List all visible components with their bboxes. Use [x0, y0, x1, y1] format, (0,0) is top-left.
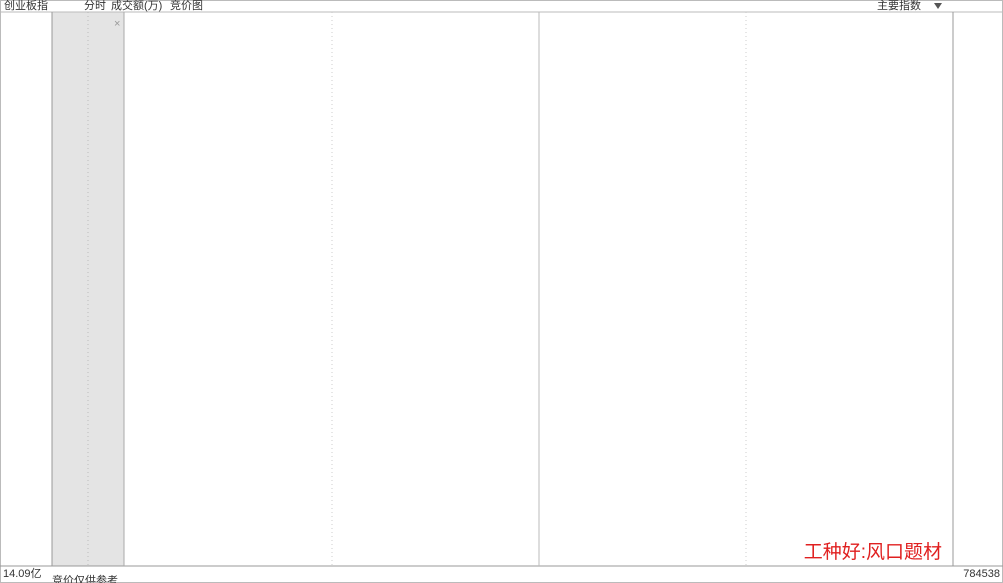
footer-note: 竞价仅供参考	[52, 573, 118, 583]
header-auction: 竞价图	[170, 0, 203, 12]
watermark: 工种好:风口题材	[804, 541, 942, 563]
footer-left: 14.09亿	[3, 567, 42, 580]
footer-right: 784538	[963, 568, 1000, 580]
close-icon[interactable]: ×	[114, 18, 120, 30]
header-volume-unit: 成交额(万)	[111, 0, 162, 12]
menu-dropdown[interactable]	[934, 3, 942, 9]
menu-main-index[interactable]: 主要指数	[877, 0, 921, 12]
header-mode: 分时	[84, 0, 106, 12]
header-index: 创业板指	[4, 0, 48, 12]
